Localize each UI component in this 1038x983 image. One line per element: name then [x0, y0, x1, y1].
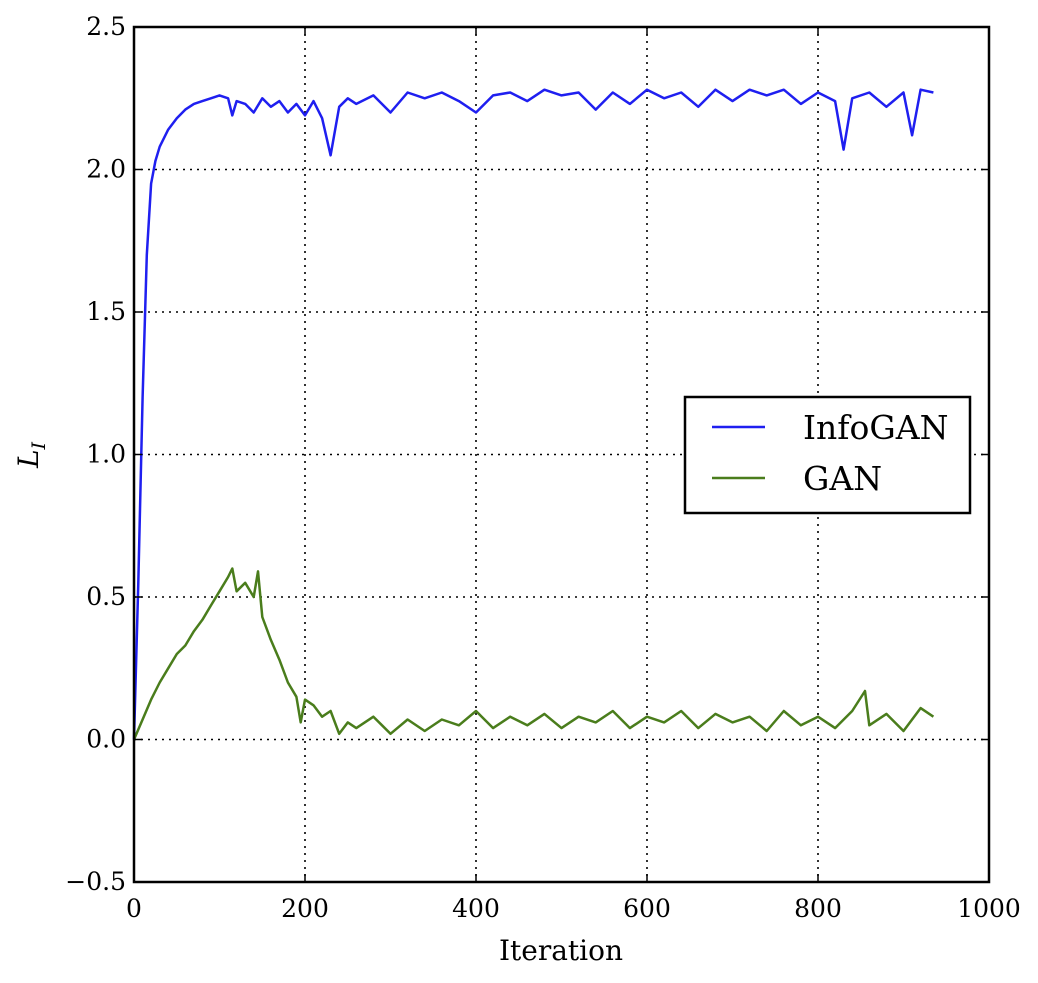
series-line-infogan — [132, 88, 934, 740]
y-axis-label-main: L — [12, 449, 45, 469]
legend-label-gan: GAN — [803, 459, 882, 498]
series-line-gan — [132, 567, 935, 740]
x-tick-label: 200 — [281, 894, 329, 923]
x-tick-label: 1000 — [957, 894, 1021, 923]
legend-label-infogan: InfoGAN — [803, 408, 948, 447]
x-tick-label: 800 — [794, 894, 842, 923]
x-tick-label: 600 — [623, 894, 671, 923]
x-tick-label: 0 — [126, 894, 142, 923]
series-lines — [132, 88, 935, 740]
y-axis-label-subscript: I — [28, 441, 50, 450]
y-tick-label: 1.0 — [86, 440, 126, 469]
legend-box — [683, 395, 972, 515]
y-tick-label: 0.0 — [86, 725, 126, 754]
y-tick-label: 2.0 — [86, 155, 126, 184]
y-tick-label: −0.5 — [65, 867, 126, 896]
legend: InfoGAN GAN — [683, 395, 972, 515]
x-tick-label: 400 — [452, 894, 500, 923]
x-axis-label: Iteration — [499, 934, 623, 967]
y-tick-label: 2.5 — [86, 12, 126, 41]
y-tick-label: 0.5 — [86, 582, 126, 611]
y-axis-label: LI — [12, 441, 50, 469]
y-tick-label: 1.5 — [86, 297, 126, 326]
tick-labels: 0 200 400 600 800 1000 −0.5 0.0 0.5 1.0 1.5 2.0 2.5 — [65, 12, 1021, 923]
